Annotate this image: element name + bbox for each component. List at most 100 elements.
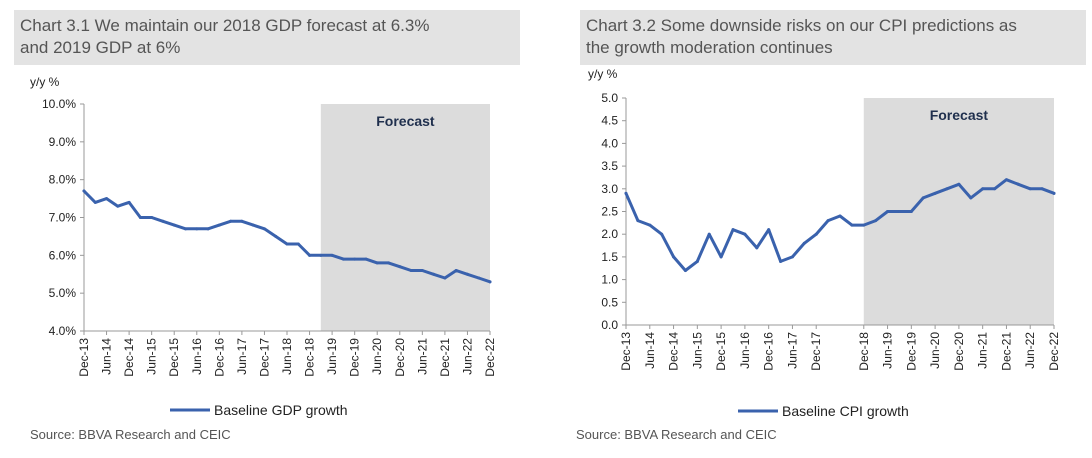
- data-point: [172, 223, 176, 227]
- data-point: [262, 227, 266, 231]
- data-point: [719, 255, 723, 259]
- data-point: [330, 253, 334, 257]
- data-point: [814, 232, 818, 236]
- y-tick-label: 0.5: [601, 295, 618, 309]
- data-point: [465, 272, 469, 276]
- y-tick-label: 2.5: [601, 205, 618, 219]
- x-tick-label: Dec-17: [257, 338, 271, 377]
- data-point: [850, 223, 854, 227]
- legend-label: Baseline CPI growth: [782, 403, 909, 419]
- data-point: [731, 228, 735, 232]
- x-tick-label: Jun-22: [460, 338, 474, 375]
- x-tick-label: Dec-20: [393, 338, 407, 377]
- source-note: Source: BBVA Research and CEIC: [30, 427, 231, 442]
- data-point: [1028, 187, 1032, 191]
- data-point: [432, 272, 436, 276]
- x-tick-label: Dec-18: [303, 338, 317, 377]
- data-point: [240, 219, 244, 223]
- forecast-label: Forecast: [930, 107, 989, 123]
- x-tick-label: Jun-19: [325, 338, 339, 375]
- data-point: [826, 219, 830, 223]
- x-tick-label: Jun-17: [235, 338, 249, 375]
- data-point: [921, 196, 925, 200]
- y-tick-label: 1.5: [601, 250, 618, 264]
- data-point: [1016, 182, 1020, 186]
- data-point: [993, 187, 997, 191]
- data-point: [636, 219, 640, 223]
- y-tick-label: 5.0%: [49, 286, 77, 300]
- y-tick-label: 7.0%: [49, 211, 77, 225]
- x-tick-label: Dec-13: [619, 332, 633, 371]
- x-tick-label: Dec-14: [122, 338, 136, 377]
- gdp-line-chart: y/y % 4.0% 5.0% 6.0% 7.0% 8.0% 9.0% 10.0% Dec-1…: [30, 75, 497, 418]
- source-note: Source: BBVA Research and CEIC: [576, 427, 777, 442]
- data-point: [790, 255, 794, 259]
- x-tick-label: Dec-19: [348, 338, 362, 377]
- x-tick-label: Jun-22: [1023, 332, 1037, 369]
- chart-title-line-2: the growth moderation continues: [586, 38, 833, 57]
- data-point: [874, 219, 878, 223]
- x-tick-label: Dec-16: [762, 332, 776, 371]
- x-tick-label: Jun-14: [643, 332, 657, 369]
- data-point: [862, 223, 866, 227]
- legend-label: Baseline GDP growth: [214, 402, 348, 418]
- x-tick-label: Jun-18: [280, 338, 294, 375]
- cpi-chart-panel: Chart 3.2 Some downside risks on our CPI…: [566, 0, 1086, 458]
- y-tick-label: 4.0%: [49, 324, 77, 338]
- data-point: [1004, 178, 1008, 182]
- x-tick-label: Dec-21: [999, 332, 1013, 371]
- y-tick-label: 0.0: [601, 318, 618, 332]
- y-tick-label: 6.0%: [49, 248, 77, 262]
- data-point: [150, 216, 154, 219]
- x-tick-label: Dec-17: [809, 332, 823, 371]
- data-point: [981, 187, 985, 191]
- x-tick-label: Jun-15: [690, 332, 704, 369]
- y-tick-label: 3.5: [601, 159, 618, 173]
- y-tick-label: 4.5: [601, 114, 618, 128]
- y-axis-unit-label: y/y %: [588, 67, 618, 81]
- data-point: [1040, 187, 1044, 191]
- x-tick-label: Jun-21: [976, 332, 990, 369]
- data-point: [296, 242, 300, 246]
- data-point: [454, 268, 458, 272]
- x-tick-label: Dec-20: [952, 332, 966, 371]
- data-point: [251, 223, 255, 227]
- x-tick-label: Dec-14: [667, 332, 681, 371]
- data-point: [105, 197, 109, 201]
- data-point: [695, 259, 699, 263]
- x-tick-label: Jun-15: [145, 338, 159, 375]
- data-point: [127, 200, 131, 204]
- data-point: [420, 268, 424, 272]
- data-point: [443, 276, 447, 280]
- data-point: [319, 253, 323, 257]
- data-point: [743, 232, 747, 236]
- data-point: [364, 257, 368, 261]
- data-point: [909, 210, 913, 213]
- y-tick-label: 9.0%: [49, 135, 77, 149]
- data-point: [116, 204, 120, 208]
- data-point: [648, 223, 652, 227]
- data-point: [93, 200, 97, 204]
- data-point: [488, 280, 492, 284]
- data-point: [477, 276, 481, 280]
- x-tick-label: Dec-22: [1047, 332, 1061, 371]
- data-point: [660, 232, 664, 236]
- forecast-region: [320, 104, 490, 331]
- data-point: [683, 269, 687, 273]
- data-point: [802, 241, 806, 245]
- cpi-line-chart: y/y % 0.0 0.5 1.0 1.5 2.0 2.5 3.0 3.5 4.0 4.5 5.0 D…: [588, 67, 1061, 419]
- y-tick-label: 8.0%: [49, 173, 77, 187]
- data-point: [933, 191, 937, 195]
- data-point: [161, 219, 165, 223]
- x-tick-label: Jun-20: [928, 332, 942, 369]
- data-point: [353, 257, 357, 261]
- data-point: [767, 228, 771, 232]
- data-point: [409, 268, 413, 272]
- x-tick-label: Jun-20: [370, 338, 384, 375]
- chart-title-line-1: Chart 3.2 Some downside risks on our CPI…: [586, 16, 1017, 35]
- data-point: [1052, 191, 1056, 195]
- chart-title-line-1: Chart 3.1 We maintain our 2018 GDP forec…: [20, 16, 430, 35]
- x-tick-label: Dec-22: [483, 338, 497, 377]
- x-tick-label: Dec-15: [167, 338, 181, 377]
- data-point: [945, 187, 949, 191]
